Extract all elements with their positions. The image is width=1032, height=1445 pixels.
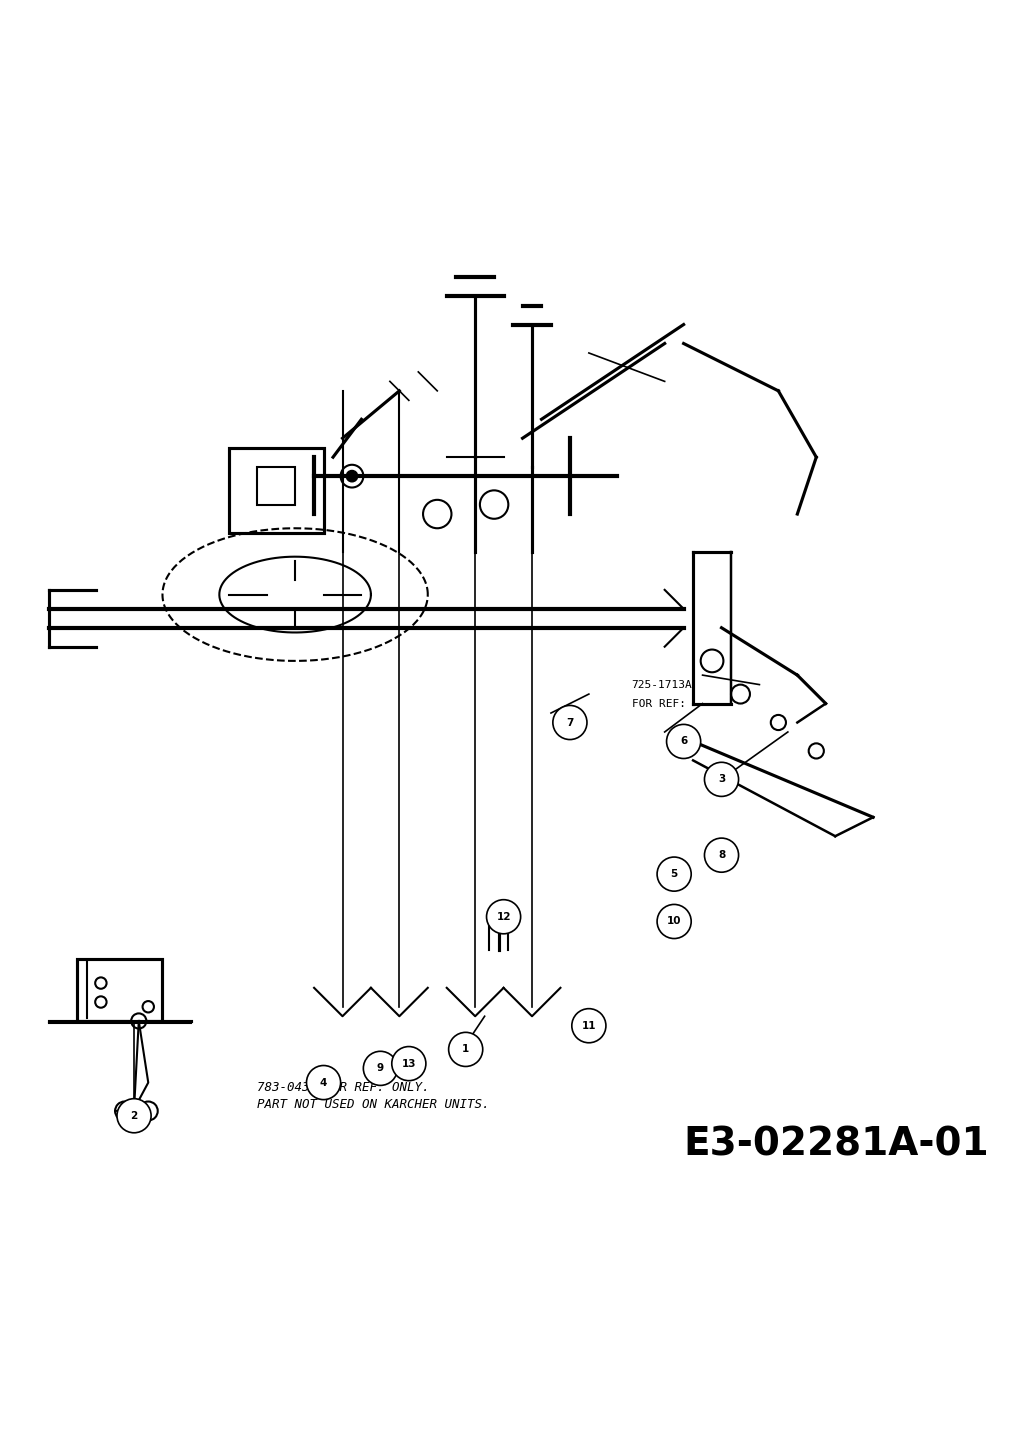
Circle shape [553,705,587,740]
Text: 12: 12 [496,912,511,922]
Circle shape [731,685,750,704]
Circle shape [95,977,106,988]
Circle shape [341,465,363,487]
Circle shape [392,1046,426,1081]
Text: 725-1713A: 725-1713A [632,679,692,689]
Circle shape [363,1052,397,1085]
Text: FOR REF:: FOR REF: [632,699,685,709]
Circle shape [657,905,691,939]
Circle shape [131,1013,147,1029]
Circle shape [449,1032,483,1066]
Text: 5: 5 [671,868,678,879]
Circle shape [347,471,358,481]
Text: 7: 7 [567,718,574,727]
Circle shape [657,857,691,892]
Circle shape [95,997,106,1007]
FancyBboxPatch shape [257,467,295,504]
Text: 783-0437 FOR REF: ONLY.: 783-0437 FOR REF: ONLY. [257,1081,429,1094]
Text: 1: 1 [462,1045,470,1055]
Circle shape [138,1101,158,1120]
Circle shape [701,650,723,672]
Circle shape [117,1098,151,1133]
Text: 2: 2 [130,1111,137,1121]
Circle shape [307,1065,341,1100]
Circle shape [480,490,509,519]
Text: 9: 9 [377,1064,384,1074]
FancyBboxPatch shape [77,959,162,1022]
Circle shape [705,763,739,796]
Text: 8: 8 [718,850,725,860]
Circle shape [486,900,520,933]
Circle shape [705,838,739,873]
Text: 3: 3 [718,775,725,785]
Text: 4: 4 [320,1078,327,1088]
Text: 11: 11 [582,1020,596,1030]
Circle shape [667,724,701,759]
Text: 6: 6 [680,737,687,747]
Circle shape [809,743,824,759]
Text: 13: 13 [401,1059,416,1069]
Text: PART NOT USED ON KARCHER UNITS.: PART NOT USED ON KARCHER UNITS. [257,1098,490,1111]
Text: 10: 10 [667,916,681,926]
Circle shape [771,715,786,730]
Circle shape [572,1009,606,1043]
Text: E3-02281A-01: E3-02281A-01 [683,1126,990,1163]
Circle shape [423,500,451,529]
FancyBboxPatch shape [229,448,324,533]
Circle shape [142,1001,154,1013]
Circle shape [116,1101,134,1120]
